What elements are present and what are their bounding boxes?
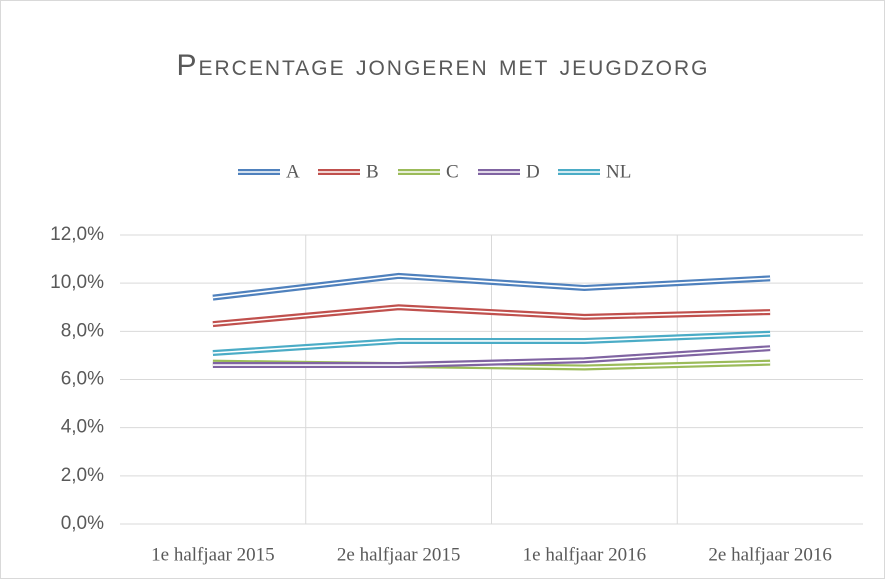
x-tick-label: 1e halfjaar 2016 xyxy=(523,544,646,565)
y-tick-label: 0,0% xyxy=(61,513,104,534)
legend-label: C xyxy=(446,161,459,182)
legend-label: NL xyxy=(606,161,631,182)
y-tick-label: 8,0% xyxy=(61,320,104,341)
y-tick-label: 2,0% xyxy=(61,465,104,486)
legend-label: D xyxy=(526,161,540,182)
legend-label: A xyxy=(286,161,300,182)
series-line-inner xyxy=(212,306,771,325)
series-line-inner xyxy=(212,347,771,366)
series-line-inner xyxy=(212,275,771,299)
series-line-inner xyxy=(212,332,771,354)
y-tick-label: 6,0% xyxy=(61,369,104,390)
y-tick-label: 10,0% xyxy=(50,272,104,293)
x-tick-label: 1e halfjaar 2015 xyxy=(151,544,274,565)
y-tick-label: 12,0% xyxy=(50,224,104,245)
x-tick-label: 2e halfjaar 2015 xyxy=(337,544,460,565)
chart-title: Percentage jongeren met jeugdzorg xyxy=(176,49,710,82)
x-tick-label: 2e halfjaar 2016 xyxy=(708,544,831,565)
legend-label: B xyxy=(366,161,379,182)
y-tick-label: 4,0% xyxy=(61,417,104,438)
